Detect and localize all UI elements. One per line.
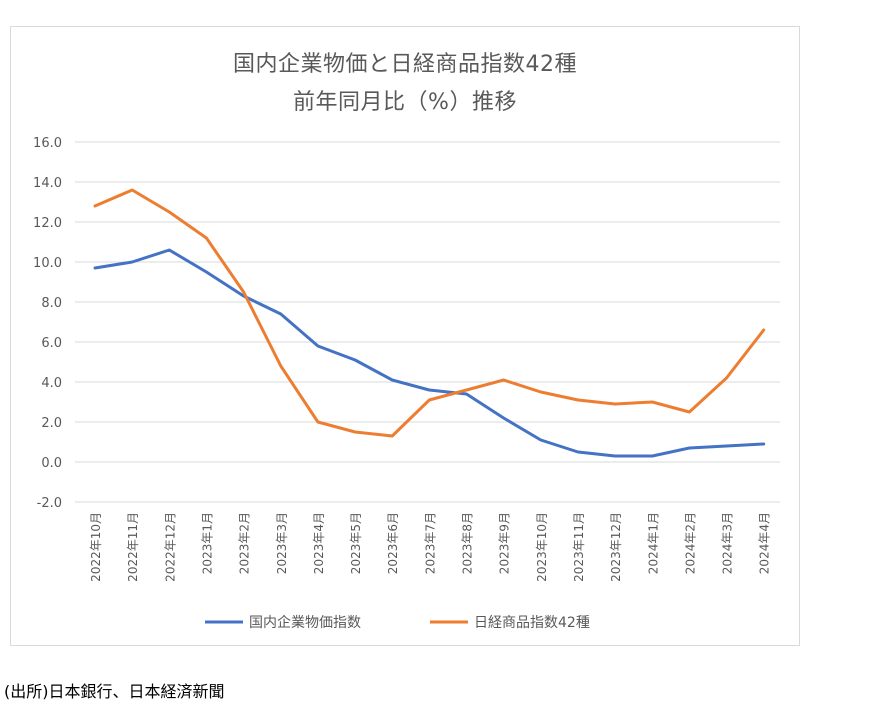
chart-frame [10,26,800,646]
y-tick-label: 8.0 [41,296,62,311]
x-tick-label: 2023年7月 [423,512,437,574]
y-tick-label: -2.0 [37,496,62,511]
x-tick-label: 2023年8月 [461,512,475,574]
y-tick-label: 14.0 [33,176,62,191]
x-tick-label: 2022年12月 [163,512,177,582]
legend: 国内企業物価指数 日経商品指数42種 [205,614,590,631]
y-tick-label: 4.0 [41,376,62,391]
series-line-2 [93,188,766,438]
x-axis-ticks: 2022年10月 2022年11月 2022年12月 2023年1月 2023年2月 20… [89,512,772,582]
legend-label-2: 日経商品指数42種 [474,615,590,631]
x-tick-label: 2024年1月 [646,512,660,574]
x-tick-label: 2023年11月 [572,512,586,582]
x-tick-label: 2024年4月 [758,512,772,574]
series-line-1 [93,248,766,458]
series-lines [93,188,766,458]
source-note: (出所)日本銀行、日本経済新聞 [4,682,225,701]
grid-lines [75,141,780,503]
y-tick-label: 10.0 [33,256,62,271]
y-tick-label: 0.0 [41,456,62,471]
x-tick-label: 2023年1月 [200,512,214,574]
chart-title: 国内企業物価と日経商品指数42種 [233,52,577,77]
x-tick-label: 2023年5月 [349,512,363,574]
x-tick-label: 2023年10月 [535,512,549,582]
y-tick-label: 2.0 [41,416,62,431]
chart-subtitle: 前年同月比（%）推移 [293,90,517,115]
x-tick-label: 2022年10月 [89,512,103,582]
x-tick-label: 2023年12月 [609,512,623,582]
x-tick-label: 2024年3月 [721,512,735,574]
y-tick-label: 6.0 [41,336,62,351]
x-tick-label: 2023年2月 [238,512,252,574]
x-tick-label: 2022年11月 [126,512,140,582]
x-tick-label: 2023年3月 [275,512,289,574]
y-tick-label: 16.0 [33,136,62,151]
y-axis-ticks: 16.0 14.0 12.0 10.0 8.0 6.0 4.0 2.0 0.0 -2.0 [33,136,62,511]
x-tick-label: 2023年9月 [498,512,512,574]
x-tick-label: 2024年2月 [683,512,697,574]
legend-label-1: 国内企業物価指数 [249,614,361,631]
x-tick-label: 2023年6月 [386,512,400,574]
y-tick-label: 12.0 [33,216,62,231]
x-tick-label: 2023年4月 [312,512,326,574]
